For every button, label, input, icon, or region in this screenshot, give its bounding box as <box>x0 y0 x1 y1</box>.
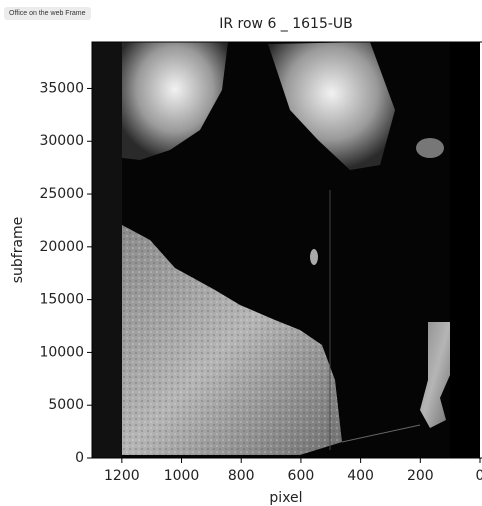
chart: IR row 6 _ 1615-UB pixel subframe 1200 10… <box>0 0 482 506</box>
x-tick-label: 200 <box>407 468 434 484</box>
y-tick-label: 15000 <box>39 292 84 308</box>
x-tick-label: 1000 <box>164 468 200 484</box>
y-tick-label: 5000 <box>48 397 84 413</box>
y-tick-label: 0 <box>75 450 84 466</box>
x-tick-label: 600 <box>288 468 315 484</box>
x-tick-label: 1200 <box>104 468 140 484</box>
y-tick-label: 20000 <box>39 239 84 255</box>
y-tick-label: 30000 <box>39 133 84 149</box>
image <box>92 42 482 458</box>
x-tick-label: 400 <box>347 468 374 484</box>
x-tick-label: 0 <box>476 468 482 484</box>
chart-title: IR row 6 _ 1615-UB <box>219 16 353 32</box>
y-tick-label: 10000 <box>39 344 84 360</box>
page: {"header": {"label": "Office on the web … <box>0 0 482 506</box>
y-tick-label: 35000 <box>39 80 84 96</box>
y-axis-label: subframe <box>10 217 26 284</box>
x-axis-label: pixel <box>269 490 302 506</box>
y-tick-label: 25000 <box>39 186 84 202</box>
x-tick-label: 800 <box>228 468 255 484</box>
